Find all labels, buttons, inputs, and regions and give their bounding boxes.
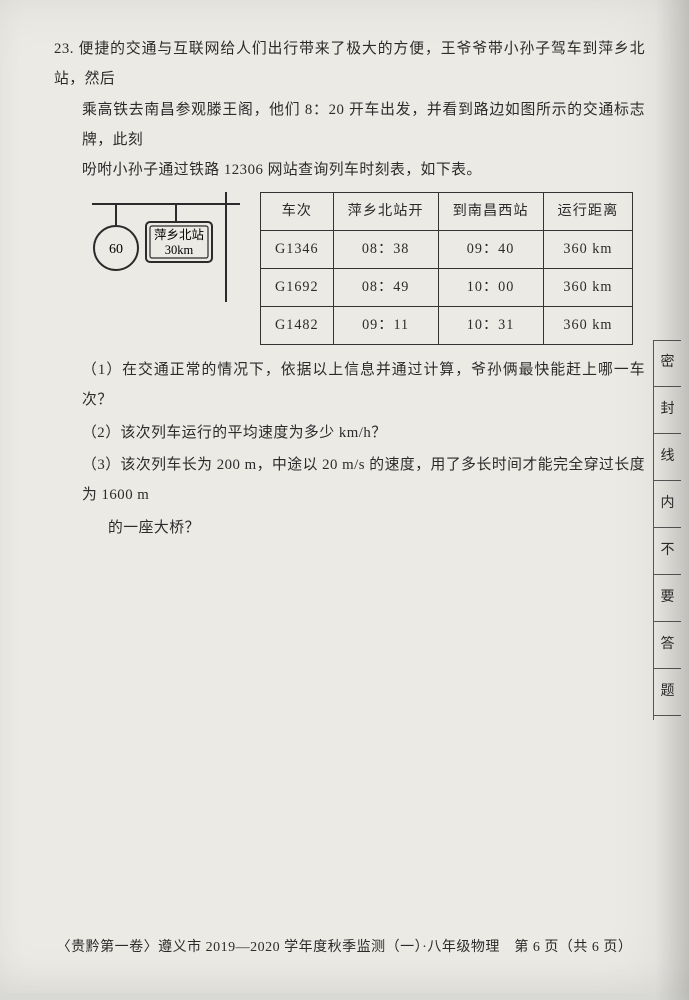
stem-line-3: 吩咐小孙子通过铁路 12306 网站查询列车时刻表，如下表。	[54, 155, 645, 185]
cell: 10：31	[438, 306, 543, 344]
col-depart: 萍乡北站开	[333, 192, 438, 230]
cell: G1346	[261, 230, 334, 268]
cell: G1482	[261, 306, 334, 344]
table-row: G1692 08：49 10：00 360 km	[261, 268, 633, 306]
table-row: G1482 09：11 10：31 360 km	[261, 306, 633, 344]
cell: 08：49	[333, 268, 438, 306]
subquestion-3-line1: （3）该次列车长为 200 m，中途以 20 m/s 的速度，用了多长时间才能完…	[54, 450, 645, 511]
page-footer: 〈贵黔第一卷〉遵义市 2019—2020 学年度秋季监测（一）·八年级物理 第 …	[0, 934, 689, 963]
cell: 09：40	[438, 230, 543, 268]
page-edge-shadow	[655, 0, 689, 1000]
col-arrive: 到南昌西站	[438, 192, 543, 230]
cell: 09：11	[333, 306, 438, 344]
cell: G1692	[261, 268, 334, 306]
stem-line-2: 乘高铁去南昌参观滕王阁，他们 8：20 开车出发，并看到路边如图所示的交通标志牌…	[54, 95, 645, 156]
speed-sign-text: 60	[109, 242, 123, 257]
exam-page: 23. 便捷的交通与互联网给人们出行带来了极大的方便，王爷爷带小孙子驾车到萍乡北…	[0, 0, 689, 993]
cell: 360 km	[543, 306, 633, 344]
road-sign-diagram: 60 萍乡北站 30km	[82, 192, 250, 302]
train-timetable: 车次 萍乡北站开 到南昌西站 运行距离 G1346 08：38 09：40 36…	[260, 192, 633, 345]
question-stem: 23. 便捷的交通与互联网给人们出行带来了极大的方便，王爷爷带小孙子驾车到萍乡北…	[54, 34, 645, 95]
cell: 360 km	[543, 268, 633, 306]
question-number: 23.	[54, 41, 74, 57]
cell: 10：00	[438, 268, 543, 306]
table-header-row: 车次 萍乡北站开 到南昌西站 运行距离	[261, 192, 633, 230]
col-train-no: 车次	[261, 192, 334, 230]
subquestion-1: （1）在交通正常的情况下，依据以上信息并通过计算，爷孙俩最快能赶上哪一车次？	[54, 355, 645, 416]
cell: 08：38	[333, 230, 438, 268]
subquestion-2: （2）该次列车运行的平均速度为多少 km/h？	[54, 418, 645, 448]
table-row: G1346 08：38 09：40 360 km	[261, 230, 633, 268]
cell: 360 km	[543, 230, 633, 268]
stem-line-1: 便捷的交通与互联网给人们出行带来了极大的方便，王爷爷带小孙子驾车到萍乡北站，然后	[54, 41, 645, 87]
guide-sign-line1: 萍乡北站	[154, 228, 204, 242]
figure-row: 60 萍乡北站 30km 车次 萍乡北站开 到南昌西站 运行距离 G1346 0…	[54, 192, 645, 345]
subquestion-3-line2: 的一座大桥？	[54, 513, 645, 543]
guide-sign-line2: 30km	[165, 243, 194, 257]
col-distance: 运行距离	[543, 192, 633, 230]
